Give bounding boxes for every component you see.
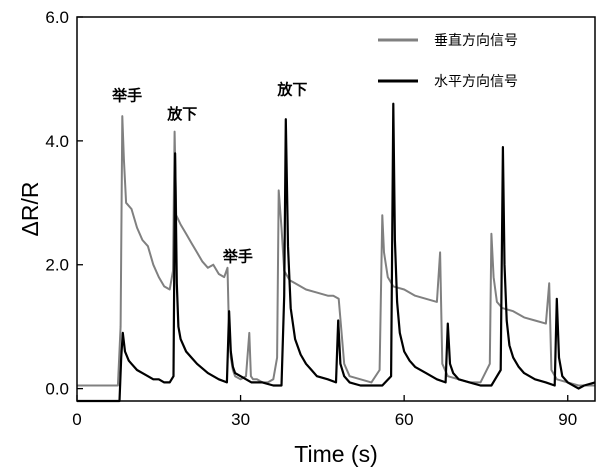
y-tick-label: 6.0 xyxy=(45,8,69,27)
annotation-label: 放下 xyxy=(166,105,197,123)
x-tick-label: 30 xyxy=(231,410,250,429)
annotation-label: 放下 xyxy=(276,80,307,98)
legend-label-vertical-signal: 垂直方向信号 xyxy=(434,32,518,49)
annotation-label: 举手 xyxy=(222,248,253,266)
x-tick-label: 0 xyxy=(72,410,81,429)
x-tick-label: 60 xyxy=(395,410,414,429)
legend-label-horizontal-signal: 水平方向信号 xyxy=(434,74,518,90)
y-tick-label: 2.0 xyxy=(45,256,69,275)
y-tick-label: 4.0 xyxy=(45,132,69,151)
x-tick-label: 90 xyxy=(558,410,577,429)
y-tick-label: 0.0 xyxy=(45,380,69,399)
x-axis-title: Time (s) xyxy=(294,441,377,467)
y-axis-title: ΔR/R xyxy=(17,182,43,237)
annotation-label: 举手 xyxy=(111,87,142,105)
